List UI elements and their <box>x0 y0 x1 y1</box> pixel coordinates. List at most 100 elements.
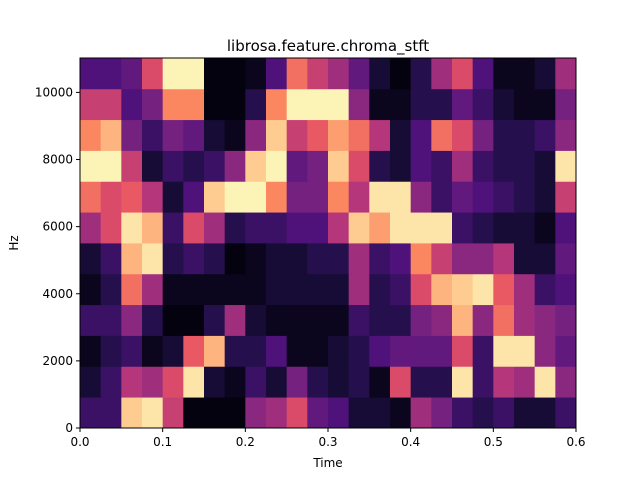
heatmap-cell <box>472 88 494 121</box>
heatmap-cell <box>328 181 350 213</box>
heatmap-cell <box>183 58 205 90</box>
heatmap-cell <box>410 181 432 213</box>
heatmap-cell <box>245 273 267 306</box>
heatmap-cell <box>493 119 515 151</box>
heatmap-cell <box>390 243 412 275</box>
heatmap-cells <box>80 58 577 429</box>
heatmap-cell <box>204 243 226 275</box>
heatmap-cell <box>204 335 226 367</box>
heatmap-cell <box>410 273 432 306</box>
heatmap-cell <box>472 58 494 90</box>
y-tick-label: 2000 <box>42 354 73 368</box>
heatmap-cell <box>204 181 226 213</box>
heatmap-cell <box>369 88 391 121</box>
heatmap-cell <box>410 397 432 429</box>
heatmap-cell <box>410 335 432 367</box>
heatmap-cell <box>369 119 391 151</box>
heatmap-cell <box>452 181 474 213</box>
chart-title: librosa.feature.chroma_stft <box>227 37 429 56</box>
heatmap-cell <box>80 150 102 182</box>
heatmap-cell <box>390 212 412 244</box>
heatmap-cell <box>369 150 391 182</box>
heatmap-cell <box>534 88 556 121</box>
heatmap-cell <box>204 397 226 429</box>
heatmap-cell <box>162 335 184 367</box>
heatmap-cell <box>472 335 494 367</box>
heatmap-cell <box>183 366 205 398</box>
heatmap-cell <box>286 58 308 90</box>
heatmap-cell <box>369 243 391 275</box>
heatmap-cell <box>245 335 267 367</box>
heatmap-cell <box>121 150 143 182</box>
heatmap-cell <box>514 181 536 213</box>
heatmap-cell <box>328 335 350 367</box>
heatmap-cell <box>472 119 494 151</box>
y-tick-label: 0 <box>65 421 73 435</box>
heatmap-cell <box>493 181 515 213</box>
heatmap-cell <box>534 366 556 398</box>
heatmap-cell <box>162 212 184 244</box>
y-tick-label: 6000 <box>42 220 73 234</box>
heatmap-cell <box>472 243 494 275</box>
heatmap-cell <box>286 119 308 151</box>
heatmap-cell <box>307 273 329 306</box>
heatmap-cell <box>472 273 494 306</box>
heatmap-cell <box>555 119 577 151</box>
heatmap-cell <box>307 335 329 367</box>
heatmap-cell <box>493 243 515 275</box>
heatmap-cell <box>307 119 329 151</box>
heatmap-cell <box>162 88 184 121</box>
x-axis-ticks: 0.0 0.1 0.2 0.3 0.4 0.5 0.6 <box>70 428 586 449</box>
heatmap-cell <box>514 304 536 336</box>
heatmap-cell <box>348 397 370 429</box>
heatmap-cell <box>266 366 288 398</box>
heatmap-cell <box>142 212 164 244</box>
heatmap-cell <box>204 304 226 336</box>
heatmap-cell <box>348 88 370 121</box>
heatmap-cell <box>100 273 122 306</box>
heatmap-cell <box>348 212 370 244</box>
heatmap-cell <box>369 397 391 429</box>
heatmap-cell <box>328 212 350 244</box>
heatmap-cell <box>534 397 556 429</box>
heatmap-cell <box>369 366 391 398</box>
heatmap-cell <box>369 273 391 306</box>
heatmap-cell <box>266 119 288 151</box>
heatmap-cell <box>534 304 556 336</box>
heatmap-cell <box>431 212 453 244</box>
heatmap-cell <box>390 304 412 336</box>
heatmap-cell <box>286 273 308 306</box>
heatmap-cell <box>431 366 453 398</box>
heatmap-cell <box>224 88 246 121</box>
y-axis-ticks: 0 2000 4000 6000 8000 10000 <box>35 85 80 435</box>
heatmap-cell <box>204 88 226 121</box>
heatmap-cell <box>348 150 370 182</box>
x-tick-label: 0.3 <box>318 435 337 449</box>
heatmap-cell <box>142 397 164 429</box>
heatmap-cell <box>162 119 184 151</box>
heatmap-cell <box>224 304 246 336</box>
heatmap-cell <box>183 397 205 429</box>
heatmap-cell <box>534 335 556 367</box>
heatmap-cell <box>266 243 288 275</box>
heatmap-cell <box>514 273 536 306</box>
x-tick-label: 0.2 <box>236 435 255 449</box>
heatmap-cell <box>534 243 556 275</box>
heatmap-cell <box>100 58 122 90</box>
heatmap-cell <box>555 397 577 429</box>
heatmap-cell <box>100 88 122 121</box>
heatmap-cell <box>348 58 370 90</box>
heatmap-cell <box>266 212 288 244</box>
heatmap-cell <box>493 273 515 306</box>
heatmap-cell <box>410 88 432 121</box>
heatmap-cell <box>390 273 412 306</box>
heatmap-cell <box>142 335 164 367</box>
heatmap-cell <box>472 304 494 336</box>
heatmap-cell <box>410 58 432 90</box>
heatmap-cell <box>555 366 577 398</box>
heatmap-cell <box>390 397 412 429</box>
heatmap-cell <box>431 243 453 275</box>
heatmap-cell <box>390 88 412 121</box>
x-tick-label: 0.0 <box>70 435 89 449</box>
